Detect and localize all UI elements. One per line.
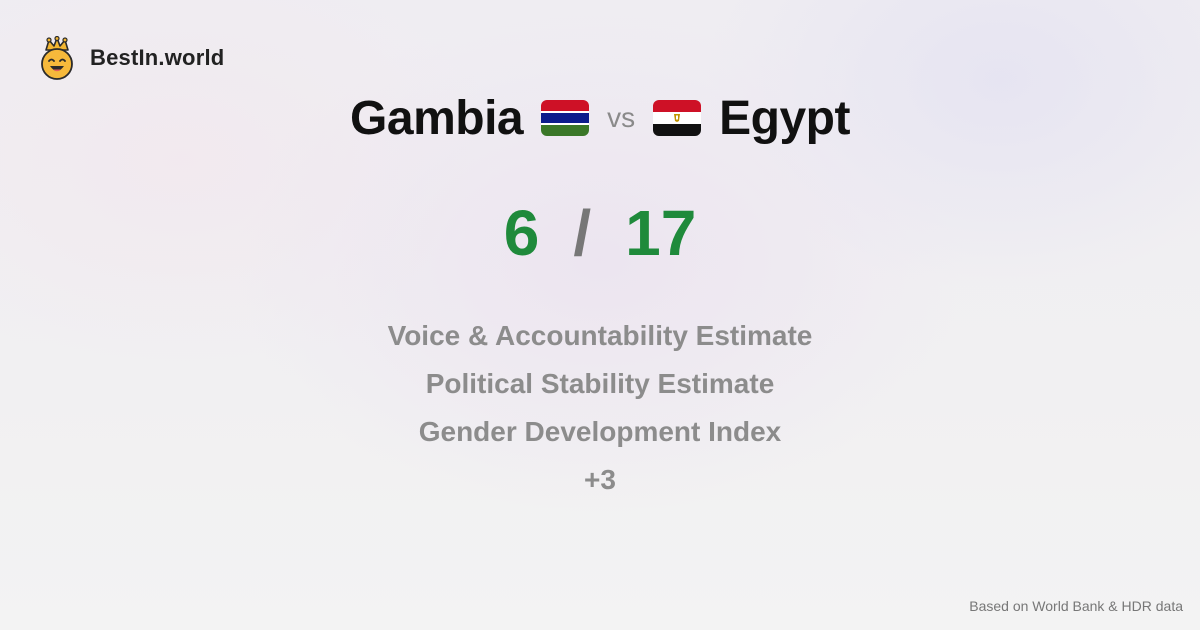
brand-header[interactable]: BestIn.world [38,36,224,80]
metrics-list: Voice & Accountability Estimate Politica… [0,312,1200,504]
right-score: 17 [625,197,697,269]
country-matchup: Gambia vs Egypt [0,88,1200,148]
metric-item[interactable]: Political Stability Estimate [425,368,775,399]
gambia-flag-icon [541,100,590,136]
left-score: 6 [503,197,540,269]
more-metrics-count[interactable]: +3 [584,464,616,495]
metric-item[interactable]: Voice & Accountability Estimate [387,320,813,351]
brand-name: BestIn.world [90,45,225,70]
score-display: 6 / 17 [0,196,1200,270]
metric-item[interactable]: Gender Development Index [418,416,782,447]
right-country-name: Egypt [719,91,850,145]
left-country-name: Gambia [350,91,524,145]
crown-smiley-icon [41,36,73,80]
vs-label: vs [607,102,636,133]
data-source-note: Based on World Bank & HDR data [969,598,1183,614]
egypt-flag-icon [653,100,702,136]
score-separator: / [573,197,592,269]
